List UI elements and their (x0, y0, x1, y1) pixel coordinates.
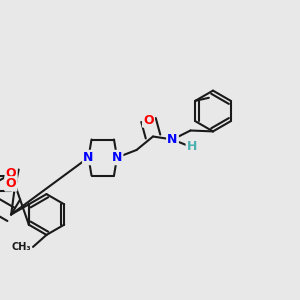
Text: O: O (5, 177, 16, 190)
Text: CH₃: CH₃ (12, 242, 32, 252)
Text: N: N (83, 151, 94, 164)
Text: H: H (187, 140, 197, 154)
Text: O: O (143, 113, 154, 127)
Text: O: O (6, 167, 16, 180)
Text: N: N (167, 133, 178, 146)
Text: N: N (112, 151, 122, 164)
